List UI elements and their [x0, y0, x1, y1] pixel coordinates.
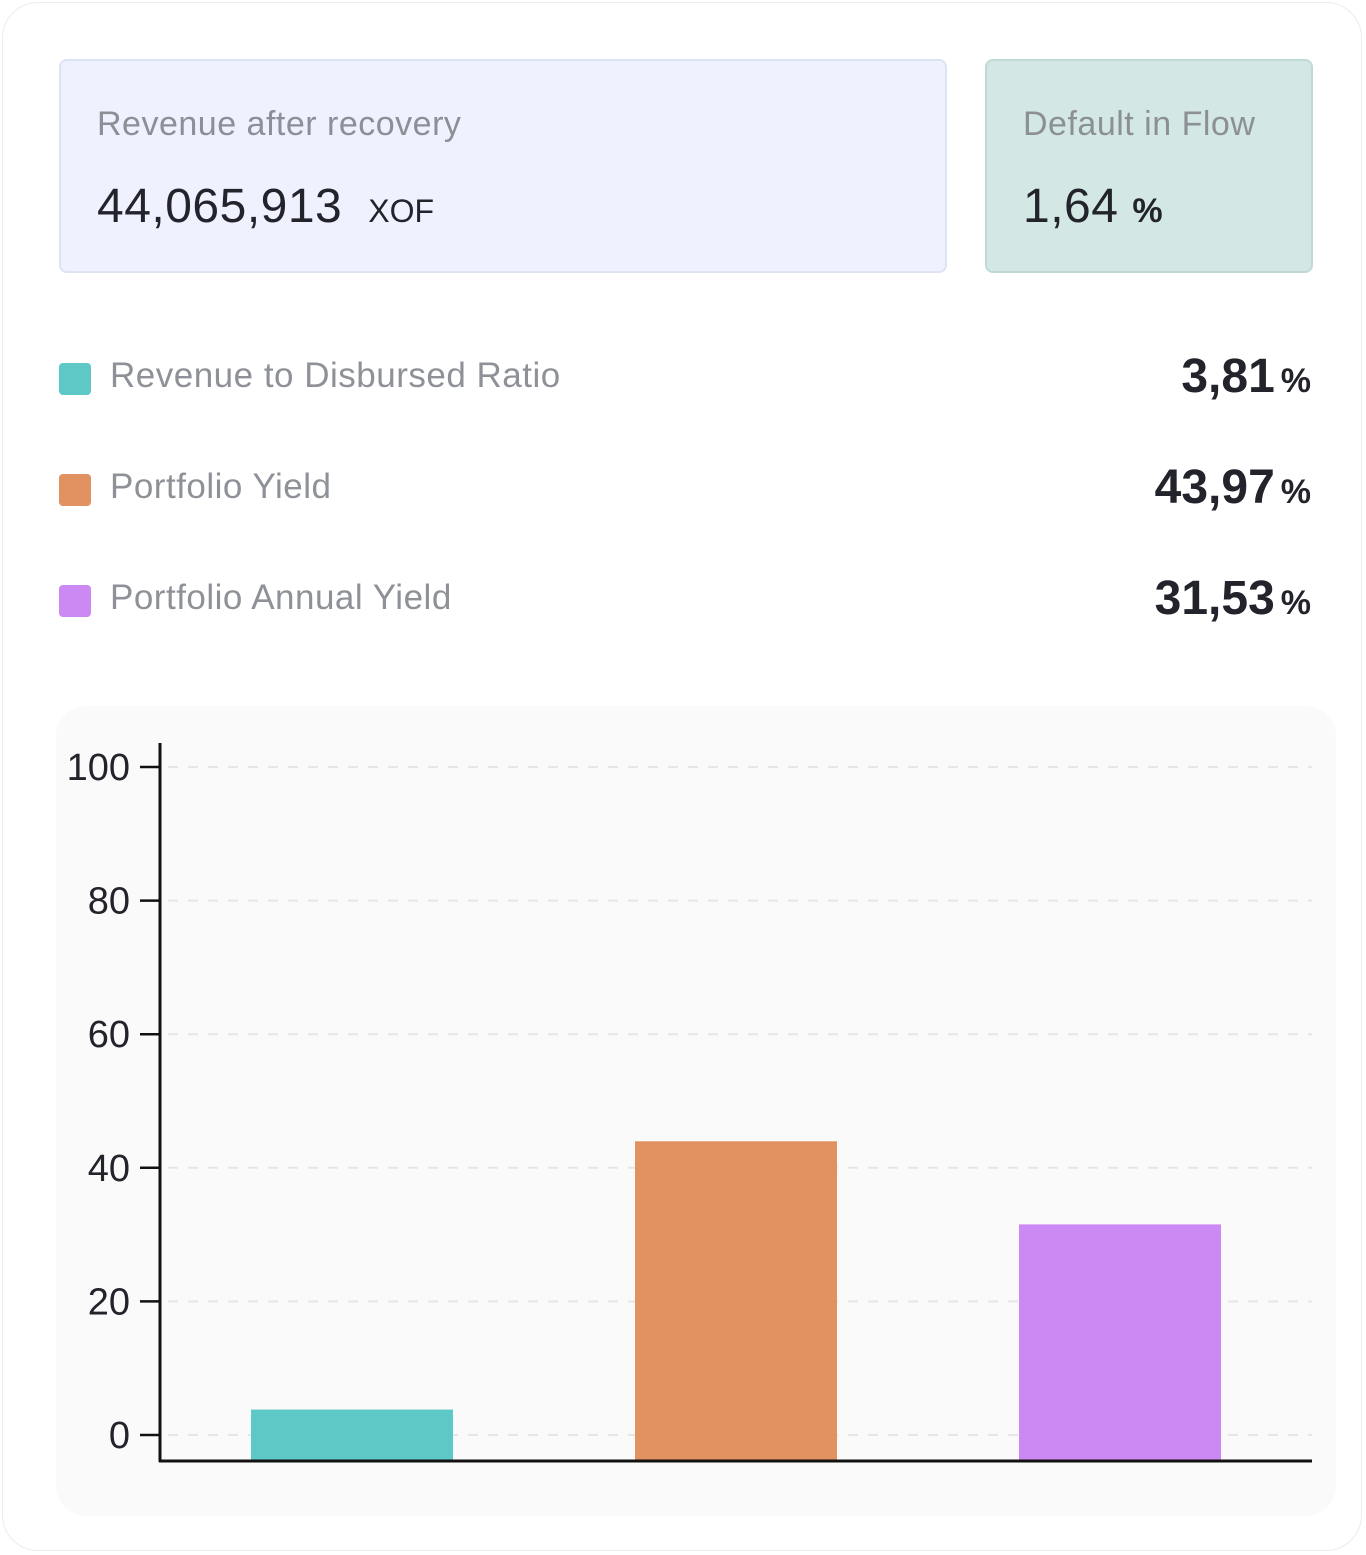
y-tick-label: 20: [88, 1281, 130, 1323]
y-tick-label: 80: [88, 881, 130, 923]
default-value: 1,64: [1023, 180, 1119, 233]
y-tick-label: 100: [67, 747, 130, 789]
bar: [251, 1409, 453, 1461]
revenue-value: 44,065,913: [97, 180, 343, 233]
y-tick-label: 60: [88, 1014, 130, 1056]
default-unit: %: [1132, 192, 1163, 230]
legend-value: 31,53: [1154, 572, 1275, 625]
legend-label: Portfolio Annual Yield: [110, 578, 452, 617]
legend-row-portfolio-yield: Portfolio Yield 43,97 %: [59, 460, 1313, 520]
legend-unit: %: [1280, 584, 1311, 622]
revenue-value-row: 44,065,913 XOF: [97, 179, 434, 234]
legend-row-portfolio-annual-yield: Portfolio Annual Yield 31,53 %: [59, 571, 1313, 631]
default-value-row: 1,64 %: [1023, 179, 1163, 234]
legend-value-group: 31,53 %: [1155, 571, 1311, 626]
legend-unit: %: [1280, 473, 1311, 511]
legend-value-group: 43,97 %: [1155, 460, 1311, 515]
y-tick-label: 0: [109, 1415, 130, 1457]
revenue-unit: XOF: [368, 193, 435, 229]
legend-swatch: [59, 363, 91, 395]
legend-value: 43,97: [1154, 461, 1275, 514]
bar: [635, 1141, 837, 1461]
legend-swatch: [59, 585, 91, 617]
legend-label: Revenue to Disbursed Ratio: [110, 356, 561, 395]
y-tick-label: 40: [88, 1148, 130, 1190]
legend-value: 3,81: [1181, 350, 1275, 403]
revenue-stat-box: Revenue after recovery 44,065,913 XOF: [59, 59, 947, 273]
legend-unit: %: [1280, 362, 1311, 400]
default-stat-box: Default in Flow 1,64 %: [985, 59, 1313, 273]
default-label: Default in Flow: [1023, 105, 1256, 143]
legend-row-revenue-ratio: Revenue to Disbursed Ratio 3,81 %: [59, 349, 1313, 409]
legend-label: Portfolio Yield: [110, 467, 332, 506]
legend-swatch: [59, 474, 91, 506]
bar: [1019, 1224, 1221, 1461]
revenue-label: Revenue after recovery: [97, 105, 462, 143]
legend-value-group: 3,81 %: [1181, 349, 1311, 404]
